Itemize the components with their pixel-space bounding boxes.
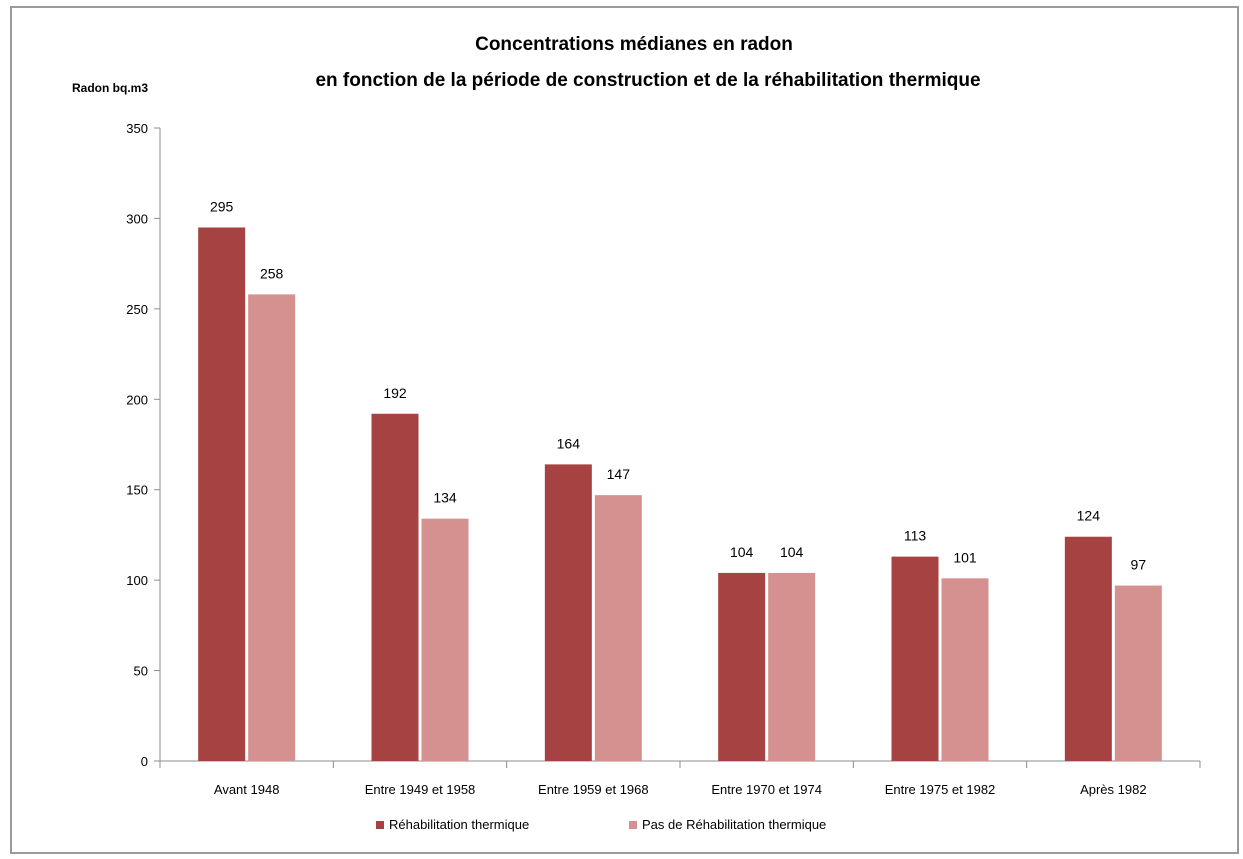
x-category-label: Avant 1948	[214, 782, 280, 797]
legend-label: Pas de Réhabilitation thermique	[642, 817, 826, 832]
y-tick-label: 350	[126, 121, 148, 136]
y-tick-label: 300	[126, 211, 148, 226]
legend-swatch	[376, 821, 384, 829]
data-label: 101	[953, 549, 977, 565]
bar-pas-de-rehabilitation	[421, 518, 469, 761]
chart-title-line-2: en fonction de la période de constructio…	[315, 70, 980, 91]
y-tick-label: 100	[126, 573, 148, 588]
data-label: 134	[433, 490, 457, 506]
bar-pas-de-rehabilitation	[1114, 585, 1162, 761]
x-category-label: Entre 1975 et 1982	[885, 782, 996, 797]
bars	[198, 227, 1162, 761]
x-category-label: Entre 1949 et 1958	[365, 782, 476, 797]
y-axis-label: Radon bq.m3	[72, 81, 148, 95]
x-category-label: Après 1982	[1080, 782, 1147, 797]
data-label: 295	[210, 198, 234, 214]
data-label: 104	[780, 544, 804, 560]
legend-label: Réhabilitation thermique	[389, 817, 529, 832]
data-label: 147	[607, 466, 631, 482]
y-tick-label: 250	[126, 302, 148, 317]
bar-rehabilitation	[718, 572, 766, 761]
y-tick-label: 200	[126, 392, 148, 407]
bar-rehabilitation	[544, 464, 592, 761]
x-category-label: Entre 1970 et 1974	[711, 782, 822, 797]
legend-swatch	[629, 821, 637, 829]
bar-pas-de-rehabilitation	[941, 578, 989, 761]
x-category-label: Entre 1959 et 1968	[538, 782, 649, 797]
bar-rehabilitation	[198, 227, 246, 761]
data-labels: 295 258 192 134 164 147 104 104 113 101 124 97	[210, 198, 1146, 572]
data-label: 104	[730, 544, 754, 560]
data-label: 164	[557, 435, 581, 451]
bar-rehabilitation	[891, 556, 939, 761]
bar-pas-de-rehabilitation	[594, 495, 642, 761]
legend: Réhabilitation thermique Pas de Réhabilit…	[376, 817, 826, 832]
bar-rehabilitation	[371, 413, 419, 761]
bar-rehabilitation	[1064, 536, 1112, 761]
bar-pas-de-rehabilitation	[768, 572, 816, 761]
chart-title-line-1: Concentrations médianes en radon	[475, 34, 793, 55]
axes: 0 50 100 150 200 250 300 350 Avant 1948 Entre 194…	[126, 121, 1201, 797]
data-label: 192	[383, 385, 407, 401]
data-label: 258	[260, 265, 284, 281]
data-label: 97	[1131, 557, 1147, 573]
data-label: 124	[1077, 508, 1101, 524]
y-tick-label: 50	[134, 664, 148, 679]
bar-pas-de-rehabilitation	[248, 294, 296, 761]
data-label: 113	[904, 528, 927, 544]
y-tick-label: 150	[126, 483, 148, 498]
y-tick-label: 0	[141, 754, 148, 769]
